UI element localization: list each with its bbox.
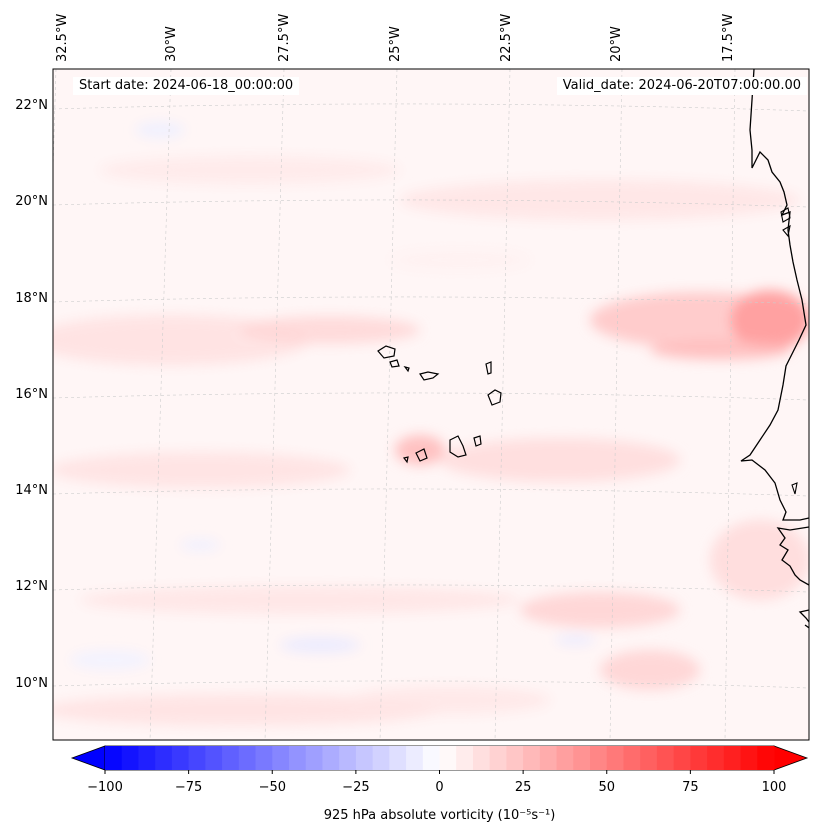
colorbar-step [506,746,524,770]
colorbar-tick-label: −75 [174,780,203,795]
colorbar-step [456,746,474,770]
colorbar-tickmarks [104,770,775,774]
colorbar-step [740,746,758,770]
coastal-islands [780,207,798,495]
lon-label-30w: 30°W [164,26,179,62]
colorbar-step [305,746,323,770]
colorbar-step [372,746,390,770]
lon-label-32-5w: 32.5°W [55,13,70,62]
lon-label-17-5w: 17.5°W [721,13,736,62]
gridlines [53,69,809,740]
lon-label-27-5w: 27.5°W [277,13,292,62]
colorbar-step [339,746,357,770]
colorbar [70,745,809,774]
colorbar-step [422,746,440,770]
colorbar-step [205,746,223,770]
colorbar-label: 925 hPa absolute vorticity (10⁻⁵s⁻¹) [323,808,556,823]
map-frame [52,68,810,741]
colorbar-step [406,746,424,770]
colorbar-step [255,746,273,770]
colorbar-tick-label: 75 [682,780,699,795]
colorbar-step [489,746,507,770]
colorbar-step [389,746,407,770]
colorbar-step [288,746,307,770]
cape-verde-islands [377,345,502,464]
colorbar-step [539,746,558,770]
colorbar-step [690,746,708,770]
colorbar-step [523,746,541,770]
colorbar-step [121,746,139,770]
start-date-label: Start date: 2024-06-18_00:00:00 [73,77,300,95]
colorbar-step [723,746,742,770]
colorbar-step [757,746,775,770]
lat-label-22n: 22°N [15,98,48,113]
colorbar-tick-label: −50 [258,780,287,795]
colorbar-step [105,746,123,770]
colorbar-max-extend [773,745,809,771]
valid-date-label: Valid_date: 2024-06-20T07:00:00.00 [556,77,807,95]
colorbar-step [673,746,691,770]
colorbar-step [322,746,340,770]
lon-label-22-5w: 22.5°W [499,13,514,62]
colorbar-step [573,746,591,770]
colorbar-step [590,746,608,770]
colorbar-step [355,746,374,770]
colorbar-step [138,746,156,770]
colorbar-step [188,746,206,770]
colorbar-tick-label: 50 [598,780,616,795]
colorbar-min-extend [70,745,106,771]
colorbar-tick-label: −25 [342,780,370,795]
colorbar-tick-label: 0 [435,780,444,795]
colorbar-step [472,746,491,770]
colorbar-step [171,746,190,770]
colorbar-tick-label: 25 [514,780,532,795]
lat-label-18n: 18°N [15,291,48,306]
colorbar-step [439,746,457,770]
colorbar-tick-label: −100 [87,780,123,795]
africa-coastline [740,69,809,521]
colorbar-step [623,746,641,770]
colorbar-step [556,746,574,770]
colorbar-step [222,746,240,770]
lat-label-20n: 20°N [15,194,48,209]
lat-label-16n: 16°N [15,387,48,402]
colorbar-step [238,746,257,770]
colorbar-step [272,746,290,770]
colorbar-steps [105,746,775,770]
lat-label-10n: 10°N [15,676,48,691]
colorbar-step [155,746,173,770]
lat-label-14n: 14°N [15,483,48,498]
lon-label-25w: 25°W [388,26,403,62]
lon-label-20w: 20°W [609,26,624,62]
colorbar-step [656,746,675,770]
senegal-guinea-coastline [776,526,809,636]
colorbar-step [606,746,624,770]
lat-label-12n: 12°N [15,579,48,594]
colorbar-step [640,746,658,770]
colorbar-tick-label: 100 [761,780,787,795]
colorbar-step [707,746,725,770]
